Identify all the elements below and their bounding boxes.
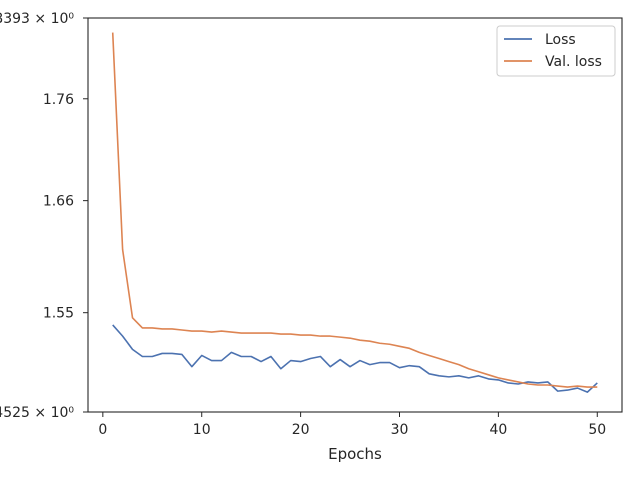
y-tick-label: 1.8393 × 10⁰ [0, 11, 74, 27]
y-tick-label: 1.76 [43, 92, 74, 108]
legend-label: Loss [545, 32, 576, 48]
plot-frame [87, 17, 623, 413]
plot-area [87, 17, 623, 413]
x-tick-label: 50 [588, 422, 606, 438]
series-line-val-loss [111, 32, 598, 388]
x-tick-label: 40 [489, 422, 507, 438]
x-tick-label: 10 [193, 422, 211, 438]
x-axis: 0 10 20 30 40 50 [98, 412, 606, 438]
y-tick-label: 1.66 [43, 194, 74, 210]
x-axis-label: Epochs [328, 445, 382, 463]
x-tick-label: 30 [391, 422, 409, 438]
legend: Loss Val. loss [496, 25, 616, 77]
y-axis: 1.4525 × 10⁰ 1.55 1.66 1.76 1.8393 × 10⁰ [0, 11, 88, 421]
x-tick-label: 20 [292, 422, 310, 438]
series-layer [111, 32, 598, 393]
legend-label: Val. loss [545, 54, 602, 70]
y-tick-label: 1.4525 × 10⁰ [0, 405, 74, 421]
y-tick-label: 1.55 [43, 306, 74, 322]
series-line-loss [112, 324, 598, 393]
x-tick-label: 0 [98, 422, 107, 438]
